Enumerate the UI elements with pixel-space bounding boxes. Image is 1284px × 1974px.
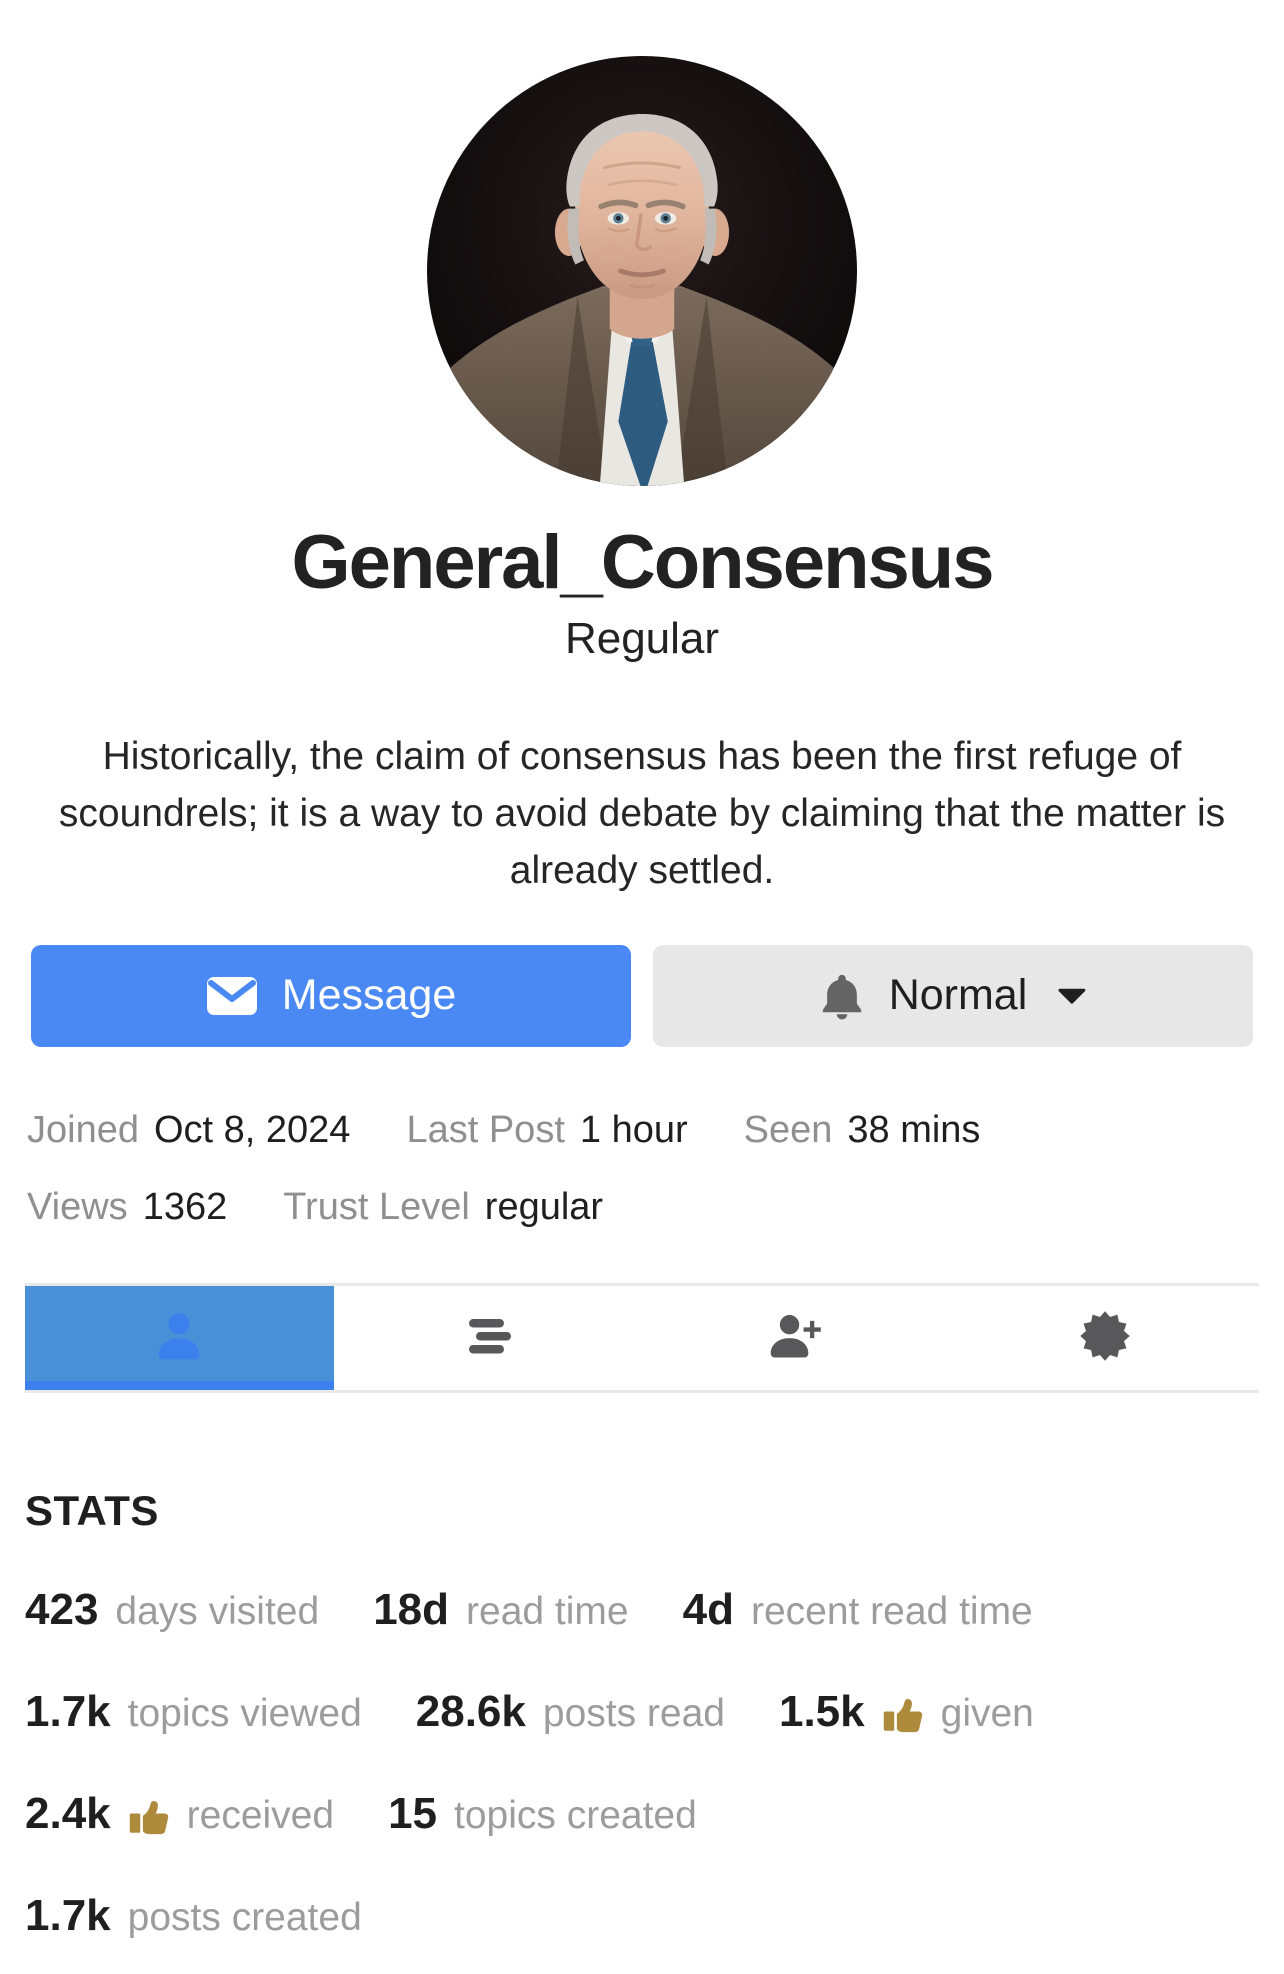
stat-label: days visited <box>115 1589 320 1633</box>
stats-row: 1.7k posts created <box>25 1891 1259 1941</box>
meta-last-post: Last Post 1 hour <box>406 1109 687 1152</box>
stats-row: 1.7k topics viewed 28.6k posts read 1.5k… <box>25 1687 1259 1737</box>
notification-level-label: Normal <box>888 971 1028 1020</box>
stats-row: 2.4k received 15 topics created <box>25 1789 1259 1839</box>
profile-meta: Joined Oct 8, 2024 Last Post 1 hour Seen… <box>27 1109 1257 1229</box>
message-button-label: Message <box>281 971 457 1020</box>
meta-row-2: Views 1362 Trust Level regular <box>27 1186 1257 1229</box>
meta-seen-value: 38 mins <box>847 1108 981 1151</box>
notification-level-button[interactable]: Normal <box>653 944 1253 1047</box>
stat-item: 28.6k posts read <box>416 1687 725 1737</box>
tab-invites[interactable] <box>642 1286 951 1390</box>
envelope-icon <box>206 976 258 1016</box>
stat-label: topics viewed <box>127 1691 362 1735</box>
tab-summary[interactable] <box>25 1285 334 1390</box>
meta-joined-label: Joined <box>27 1108 139 1151</box>
stat-item: 423 days visited <box>25 1585 319 1635</box>
meta-trust-level-label: Trust Level <box>283 1185 470 1228</box>
stat-label: read time <box>466 1589 629 1633</box>
meta-trust-level-value: regular <box>484 1185 604 1228</box>
stat-value: 18d <box>373 1584 450 1634</box>
stream-icon <box>462 1312 514 1363</box>
stat-value: 1.7k <box>25 1686 111 1736</box>
profile-tabs <box>25 1282 1260 1393</box>
stats-heading: STATS <box>25 1486 159 1534</box>
stat-value: 2.4k <box>25 1788 111 1838</box>
avatar-wrap <box>0 0 1284 486</box>
stat-value: 28.6k <box>415 1686 526 1736</box>
meta-trust-level: Trust Level regular <box>283 1186 603 1229</box>
certificate-icon <box>1078 1309 1132 1366</box>
stat-label: posts created <box>127 1895 362 1939</box>
user-title: Regular <box>564 613 720 663</box>
stat-label: given <box>940 1691 1034 1735</box>
stats-section: STATS 423 days visited 18d read time 4d … <box>25 1487 1259 1941</box>
stat-label: posts read <box>542 1691 725 1735</box>
stat-item: 4d recent read time <box>683 1585 1033 1635</box>
stats-list: 423 days visited 18d read time 4d recent… <box>25 1585 1259 1941</box>
username: General_Consensus <box>291 520 995 605</box>
meta-seen-label: Seen <box>743 1108 833 1151</box>
avatar[interactable] <box>427 56 857 486</box>
tab-activity[interactable] <box>334 1286 643 1390</box>
stat-value: 4d <box>682 1584 734 1634</box>
stat-value: 1.7k <box>25 1890 111 1940</box>
meta-views-label: Views <box>27 1185 128 1228</box>
stat-label: recent read time <box>750 1589 1033 1633</box>
meta-last-post-label: Last Post <box>406 1108 565 1151</box>
message-button[interactable]: Message <box>31 944 631 1047</box>
stat-item: 1.7k posts created <box>25 1891 362 1941</box>
caret-down-icon <box>1057 986 1087 1006</box>
stat-value: 15 <box>388 1788 438 1838</box>
meta-joined-value: Oct 8, 2024 <box>153 1108 351 1151</box>
meta-joined: Joined Oct 8, 2024 <box>27 1109 350 1152</box>
stat-value: 1.5k <box>778 1686 865 1736</box>
avatar-portrait-graphic <box>427 56 857 486</box>
stat-label: topics created <box>454 1793 697 1837</box>
user-plus-icon <box>768 1310 824 1365</box>
stat-item: 15 topics created <box>388 1789 697 1839</box>
thumbs-up-icon <box>128 1796 170 1838</box>
meta-last-post-value: 1 hour <box>579 1108 688 1151</box>
tab-badges[interactable] <box>951 1286 1260 1390</box>
stats-row: 423 days visited 18d read time 4d recent… <box>25 1585 1259 1635</box>
profile-actions: Message Normal <box>0 944 1284 1047</box>
bio-text: Historically, the claim of consensus has… <box>58 734 1226 892</box>
stat-item: 1.5k given <box>779 1687 1034 1737</box>
user-icon <box>151 1308 207 1367</box>
stat-label: received <box>186 1793 335 1837</box>
bell-icon <box>819 971 865 1021</box>
stat-item: 1.7k topics viewed <box>25 1687 362 1737</box>
thumbs-up-icon <box>882 1694 924 1736</box>
meta-views-value: 1362 <box>142 1185 228 1228</box>
meta-views: Views 1362 <box>27 1186 227 1229</box>
stat-item: 18d read time <box>373 1585 628 1635</box>
stat-item: 2.4k received <box>25 1789 334 1839</box>
meta-row-1: Joined Oct 8, 2024 Last Post 1 hour Seen… <box>27 1109 1257 1152</box>
stat-value: 423 <box>25 1584 99 1634</box>
meta-seen: Seen 38 mins <box>744 1109 981 1152</box>
